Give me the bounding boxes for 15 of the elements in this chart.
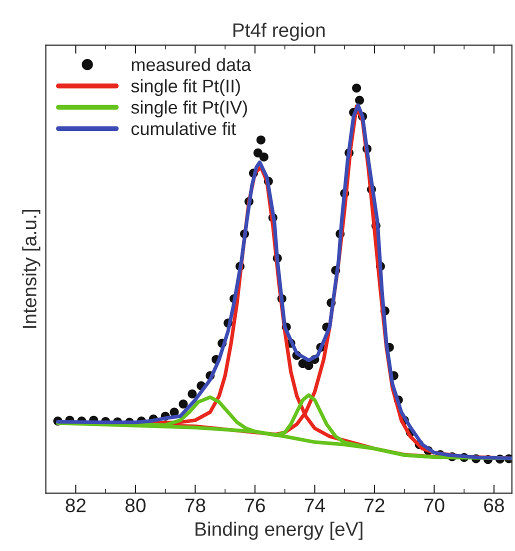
x-tick-label: 68 <box>484 498 504 512</box>
chart-title: Pt4f region <box>233 22 325 41</box>
y-axis-title: Intensity [a.u.] <box>22 210 40 328</box>
legend-label: single fit Pt(II) <box>131 79 240 96</box>
x-axis-title: Binding energy [eV] <box>196 522 362 540</box>
legend-label: measured data <box>132 58 252 72</box>
x-tick-label: 82 <box>66 498 86 512</box>
x-tick-label: 78 <box>185 498 206 512</box>
x-tick-label: 76 <box>245 498 265 512</box>
x-tick-label: 70 <box>424 498 444 512</box>
legend-label: cumulative fit <box>131 122 236 136</box>
x-tick-label: 72 <box>364 498 384 512</box>
legend-label: single fit Pt(IV) <box>131 100 247 118</box>
x-tick-label: 74 <box>304 498 325 512</box>
x-tick-label: 80 <box>125 498 146 512</box>
